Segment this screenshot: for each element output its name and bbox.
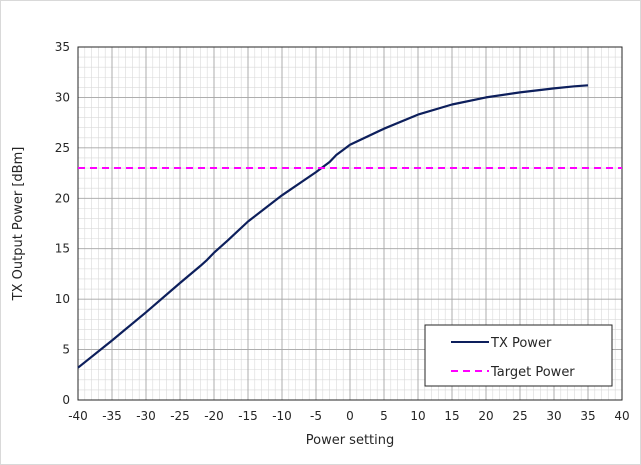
y-tick-label: 25 — [55, 141, 70, 155]
x-axis-label: Power setting — [306, 433, 395, 448]
series-line-tx-power — [77, 84, 589, 369]
legend-label-tx-power: TX Power — [490, 336, 552, 351]
x-tick-labels: -40 -35 -30 -25 -20 -15 -10 -5 0 5 10 15 20 25 30 35 40 — [68, 409, 629, 423]
x-tick-label: -15 — [238, 409, 258, 423]
legend-label-target-power: Target Power — [490, 365, 575, 380]
legend-box — [424, 324, 613, 387]
y-tick-label: 35 — [55, 40, 70, 54]
x-tick-label: -35 — [102, 409, 122, 423]
x-tick-label: -5 — [310, 409, 322, 423]
x-tick-label: -10 — [272, 409, 292, 423]
y-tick-label: 5 — [62, 343, 70, 357]
x-tick-label: -30 — [136, 409, 156, 423]
y-tick-label: 0 — [62, 393, 70, 407]
y-tick-label: 20 — [55, 191, 70, 205]
plot-area — [77, 46, 623, 401]
y-tick-label: 10 — [55, 292, 70, 306]
x-tick-label: 15 — [444, 409, 459, 423]
y-tick-labels: 0 5 10 15 20 25 30 35 — [55, 40, 70, 407]
y-axis-label: TX Output Power [dBm] — [11, 147, 26, 302]
x-tick-label: 30 — [546, 409, 561, 423]
x-tick-label: 35 — [580, 409, 595, 423]
x-tick-label: -40 — [68, 409, 88, 423]
y-tick-label: 15 — [55, 242, 70, 256]
x-tick-label: 10 — [410, 409, 425, 423]
x-tick-label: 5 — [380, 409, 388, 423]
x-tick-label: 20 — [478, 409, 493, 423]
legend: TX Power Target Power — [424, 324, 613, 387]
x-tick-label: 0 — [346, 409, 354, 423]
x-tick-label: 25 — [512, 409, 527, 423]
series-layer — [77, 84, 622, 369]
x-tick-label: -20 — [204, 409, 224, 423]
y-tick-label: 30 — [55, 90, 70, 104]
x-tick-label: -25 — [170, 409, 190, 423]
x-tick-label: 40 — [614, 409, 629, 423]
